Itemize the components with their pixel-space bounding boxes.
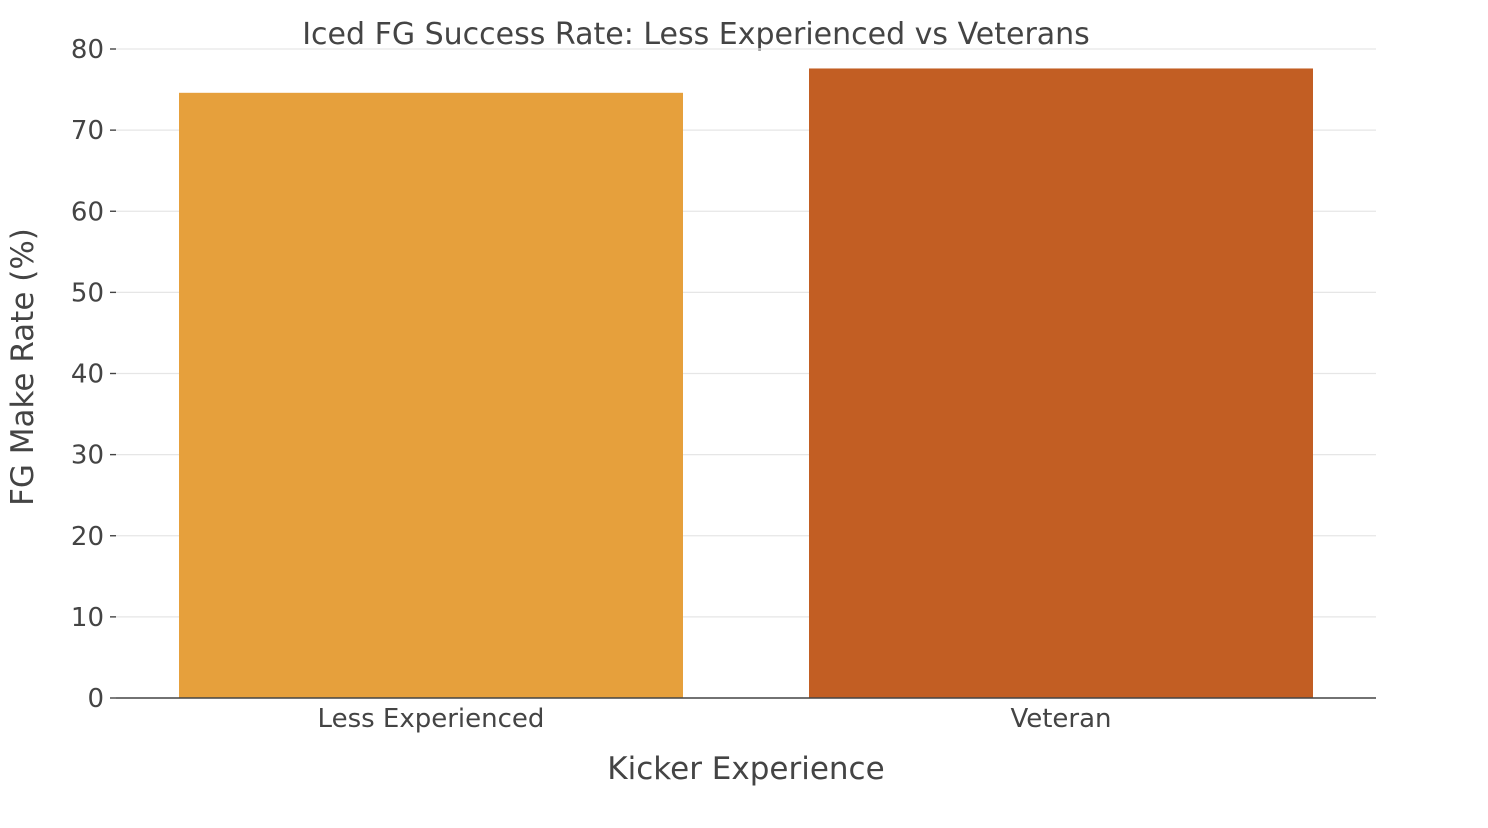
bar xyxy=(809,68,1313,699)
y-tick-label: 10 xyxy=(71,603,104,633)
y-tick-label: 60 xyxy=(71,197,104,227)
bars xyxy=(179,68,1313,699)
bar xyxy=(179,92,683,699)
y-tick-label: 30 xyxy=(71,441,104,471)
y-tick-label: 0 xyxy=(87,684,104,714)
y-tick-label: 70 xyxy=(71,116,104,146)
x-tick-label: Less Experienced xyxy=(318,704,545,734)
y-tick-label: 80 xyxy=(71,35,104,65)
chart-title: Iced FG Success Rate: Less Experienced v… xyxy=(302,17,1090,52)
y-axis-title: FG Make Rate (%) xyxy=(5,228,41,506)
x-tick-label: Veteran xyxy=(1010,704,1111,734)
y-tick-label: 50 xyxy=(71,278,104,308)
x-axis-title: Kicker Experience xyxy=(607,751,884,787)
y-tick-label: 40 xyxy=(71,360,104,390)
y-tick-label: 20 xyxy=(71,522,104,552)
x-axis-ticks: Less Experienced Veteran xyxy=(318,704,1112,734)
y-axis-ticks: 0 10 20 30 40 50 60 70 80 xyxy=(71,35,116,714)
